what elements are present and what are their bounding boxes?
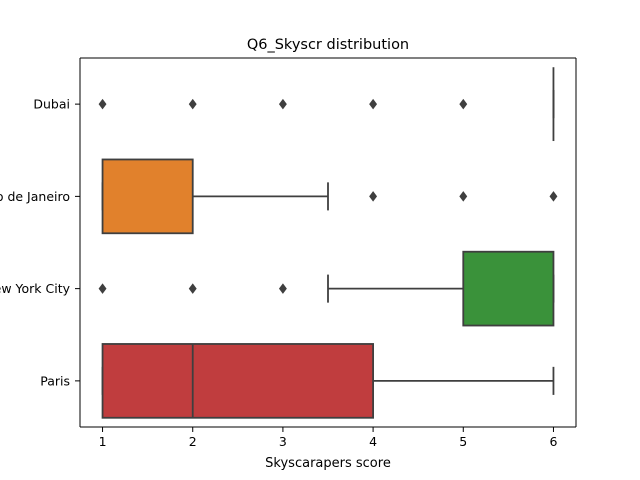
plot-area — [98, 67, 558, 419]
box-group-new-york-city — [98, 250, 555, 327]
box-rect — [101, 343, 374, 419]
outlier-point — [278, 283, 287, 294]
box-rect — [462, 250, 555, 327]
y-tick-label: Paris — [40, 373, 70, 388]
y-tick-label: Rio de Janeiro — [0, 189, 70, 204]
x-tick-label: 2 — [189, 434, 197, 449]
x-tick-label: 5 — [459, 434, 467, 449]
outlier-point — [549, 191, 558, 202]
box-rect — [101, 158, 194, 235]
x-axis-label: Skyscarapers score — [265, 456, 391, 471]
outlier-point — [98, 98, 107, 110]
y-tick-label: Dubai — [33, 97, 70, 112]
outlier-point — [369, 98, 378, 110]
outlier-point — [98, 283, 107, 294]
outlier-point — [459, 191, 468, 202]
x-tick-label: 6 — [549, 434, 557, 449]
x-tick-label: 3 — [279, 434, 287, 449]
box-group-rio-de-janeiro — [101, 158, 558, 235]
outlier-point — [188, 283, 197, 294]
box-group-paris — [101, 343, 555, 419]
y-tick-label: New York City — [0, 281, 71, 296]
box-group-dubai — [98, 67, 555, 142]
outlier-point — [369, 191, 378, 202]
axes: 1 2 3 4 5 6 Dubai Rio de Janeiro New York City Pa… — [0, 57, 577, 449]
outlier-point — [459, 98, 468, 110]
x-tick-label: 1 — [99, 434, 107, 449]
x-tick-label: 4 — [369, 434, 377, 449]
outlier-point — [188, 98, 197, 110]
chart-title: Q6_Skyscr distribution — [247, 37, 409, 53]
outlier-point — [278, 98, 287, 110]
